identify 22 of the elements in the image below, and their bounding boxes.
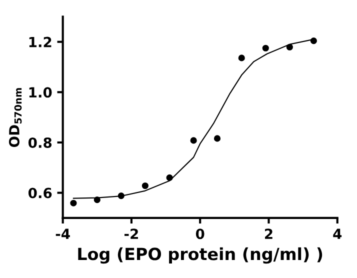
point <box>286 44 293 50</box>
x-tick-label: 0 <box>196 228 204 240</box>
point <box>142 182 148 190</box>
x-tick-label: -4 <box>56 228 70 239</box>
x-axis-title: Log (EPO protein (ng/ml) ) <box>78 247 322 264</box>
point <box>70 200 77 206</box>
x-tick-label: 2 <box>265 228 272 239</box>
point <box>166 174 173 181</box>
point <box>262 44 269 52</box>
point <box>310 38 317 44</box>
x-tick-label: 4 <box>333 228 342 239</box>
point <box>190 137 197 144</box>
point <box>214 135 221 142</box>
point <box>238 54 245 62</box>
x-tick-label: -2 <box>124 228 138 239</box>
point <box>118 192 124 200</box>
y-tick-label: 1.2 <box>29 36 52 48</box>
y-tick-label: 0.8 <box>28 137 52 148</box>
point <box>94 196 100 204</box>
y-tick-label: 1.0 <box>29 87 52 98</box>
y-tick-label: 0.6 <box>28 188 52 198</box>
y-axis-title: OD$_{570nm}$ <box>8 88 22 148</box>
